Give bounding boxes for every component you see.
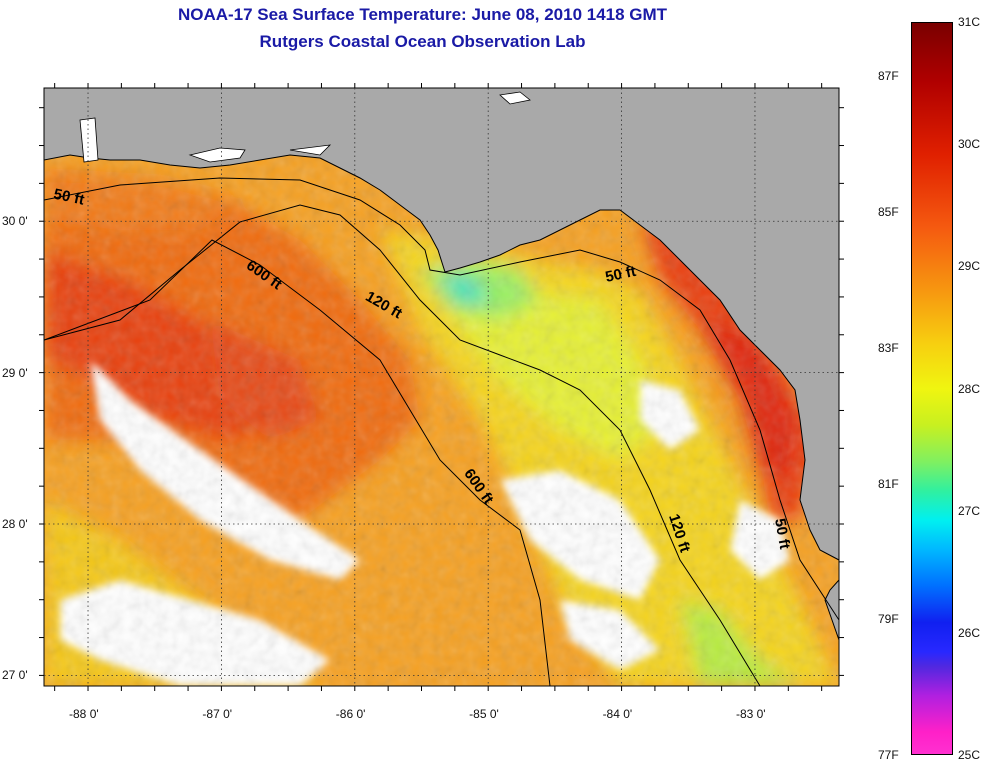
lon-tick-label: -84 0' <box>602 707 633 721</box>
contour-label: 50 ft <box>52 186 86 209</box>
contour-label: 50 ft <box>604 263 638 286</box>
lon-tick-label: -88 0' <box>69 707 99 721</box>
lon-tick-label: -87 0' <box>202 707 233 721</box>
colorbar-fahrenheit-label: 77F <box>878 748 899 762</box>
colorbar-celsius-label: 29C <box>958 259 981 274</box>
colorbar-fahrenheit-label: 81F <box>878 476 899 491</box>
colorbar-celsius-label: 25C <box>958 748 981 762</box>
colorbar-celsius-label: 27C <box>958 503 981 518</box>
colorbar-fahrenheit-label: 85F <box>878 205 899 220</box>
depth-contours <box>44 177 839 686</box>
colorbar-fahrenheit-label: 83F <box>878 340 899 355</box>
contour-50ft-north <box>44 177 839 621</box>
colorbar-celsius-label: 30C <box>958 137 981 152</box>
colorbar-fahrenheit-label: 79F <box>878 612 899 627</box>
lon-tick-label: -85 0' <box>469 707 499 721</box>
map-title: NOAA-17 Sea Surface Temperature: June 08… <box>177 5 668 24</box>
lat-tick-label: 29 0' <box>2 365 28 380</box>
temperature-colorbar <box>911 22 953 755</box>
contour-label: 50 ft <box>771 517 793 550</box>
lon-tick-label: -83 0' <box>735 707 766 721</box>
lat-tick-label: 30 0' <box>2 214 28 229</box>
graticule <box>39 83 844 691</box>
land-mass <box>44 88 839 561</box>
colorbar-celsius-label: 28C <box>958 381 981 396</box>
colorbar-celsius-label: 31C <box>958 15 981 29</box>
bay-areas <box>79 91 531 163</box>
lon-tick-label: -86 0' <box>335 707 366 721</box>
plot-frame <box>43 87 840 687</box>
map-subtitle: Rutgers Coastal Ocean Observation Lab <box>259 32 586 51</box>
lat-tick-label: 28 0' <box>2 517 28 531</box>
colorbar-fahrenheit-label: 87F <box>878 69 899 84</box>
lat-tick-label: 27 0' <box>2 668 28 683</box>
map-plot-area <box>44 88 839 686</box>
contour-600ft <box>44 239 551 686</box>
colorbar-celsius-label: 26C <box>958 625 981 640</box>
contour-120ft <box>44 204 761 686</box>
